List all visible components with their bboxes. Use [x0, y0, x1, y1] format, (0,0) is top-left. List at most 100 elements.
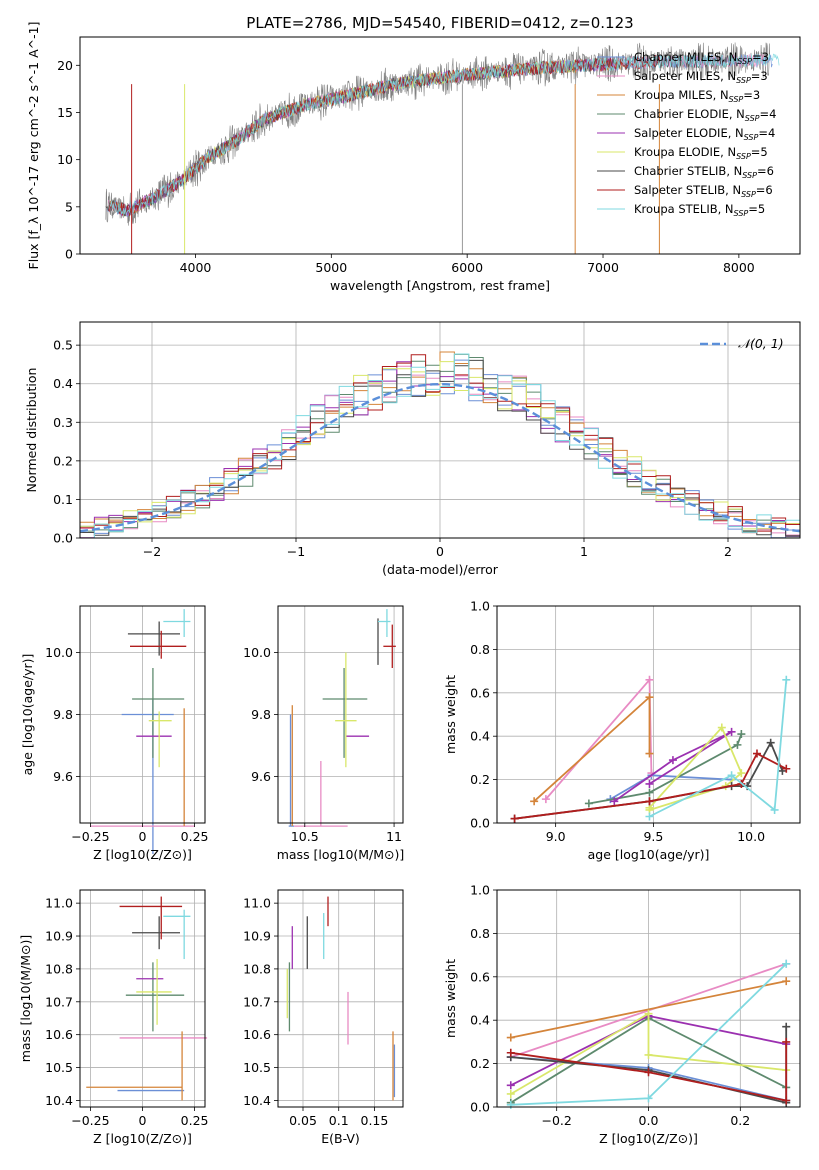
y-tick-label: 0.2 [53, 453, 73, 468]
legend-label-count: =5 [751, 145, 768, 159]
weight-marker [644, 1050, 653, 1059]
age-vs-mass-panel: 10.5 11 9.6 9.8 10.0 mass [log10(M/M⊙)] [243, 605, 404, 862]
residual-histogram [80, 359, 800, 537]
weight-marker [645, 779, 654, 788]
mass-vs-metallicity-panel: −0.25 0 0.25 10.4 10.5 10.6 10.7 10.8 10.9 11.0 Z … [18, 889, 209, 1146]
weight-marker [782, 675, 791, 684]
y-tick-label: 10.8 [45, 961, 73, 976]
x-axis-label: Z [log10(Z/Z⊙)] [93, 847, 192, 862]
x-tick-label: 9.0 [546, 829, 566, 844]
y-tick-label: 11.0 [243, 896, 271, 911]
legend-label: Kroupa STELIB, NSSP=5 [634, 202, 765, 218]
weight-marker [506, 1048, 515, 1057]
weight-marker [782, 1022, 791, 1031]
weight-marker [733, 740, 742, 749]
x-tick-label: 10.5 [291, 829, 319, 844]
y-tick-label: 9.6 [251, 769, 271, 784]
y-tick-label: 0.6 [470, 969, 490, 984]
weight-marker [584, 799, 593, 808]
residual-histogram [80, 353, 800, 539]
x-tick-label: −0.25 [71, 829, 109, 844]
y-tick-label: 0.1 [53, 492, 73, 507]
y-tick-label: 10.5 [243, 1060, 271, 1075]
legend-label-text: Salpeter STELIB, N [634, 183, 741, 197]
y-tick-label: 10 [57, 152, 73, 167]
legend-label-text: Salpeter ELODIE, N [634, 126, 744, 140]
normal-reference-curve [79, 382, 801, 533]
model-spectrum-line [109, 58, 624, 217]
legend-label: Kroupa MILES, NSSP=3 [634, 88, 760, 104]
legend-label-subscript: SSP [744, 133, 759, 142]
y-tick-label: 0.8 [470, 642, 490, 657]
y-tick-label: 9.8 [251, 707, 271, 722]
weight-marker [766, 738, 775, 747]
weight-marker [645, 749, 654, 758]
y-tick-label: 10.0 [45, 645, 73, 660]
legend-label: Kroupa ELODIE, NSSP=5 [634, 145, 768, 161]
weight-marker [727, 771, 736, 780]
y-tick-label: 10.6 [45, 1027, 73, 1042]
weight-series-line [648, 725, 743, 811]
legend-label-subscript: SSP [741, 190, 756, 199]
weight-vs-metallicity-panel: −0.2 0.0 0.2 0.0 0.2 0.4 0.6 0.8 1.0 Z [log10(Z/Z… [443, 883, 801, 1146]
weight-series-line [649, 679, 788, 818]
legend-label-text: Chabrier ELODIE, N [634, 107, 745, 121]
weight-marker [530, 797, 539, 806]
y-axis-label: mass [log10(M/M⊙)] [18, 935, 33, 1063]
y-tick-label: 10.6 [243, 1027, 271, 1042]
legend-label-text: Kroupa ELODIE, N [634, 145, 736, 159]
weight-series-line [510, 1012, 787, 1095]
y-tick-label: 0.2 [470, 772, 490, 787]
legend-label-count: =5 [748, 202, 765, 216]
weight-marker [770, 805, 779, 814]
legend-label-text: Chabrier STELIB, N [634, 164, 742, 178]
weight-vs-age-panel: 9.0 9.5 10.0 0.0 0.2 0.4 0.6 0.8 1.0 age [log10(a… [443, 599, 801, 862]
x-tick-label: 0.05 [289, 1113, 317, 1128]
x-tick-label: 7000 [587, 260, 619, 275]
weight-marker [717, 723, 726, 732]
y-tick-label: 1.0 [470, 883, 490, 898]
legend-label-subscript: SSP [729, 95, 744, 104]
weight-marker [727, 727, 736, 736]
legend-label: Salpeter ELODIE, NSSP=4 [634, 126, 775, 142]
legend-label: Salpeter MILES, NSSP=3 [634, 69, 768, 85]
weight-marker [541, 795, 550, 804]
weight-marker [645, 675, 654, 684]
y-tick-label: 10.7 [243, 994, 271, 1009]
weight-series-line [545, 677, 653, 800]
x-tick-label: 0.15 [361, 1113, 389, 1128]
x-tick-label: −1 [287, 544, 305, 559]
legend-label-count: =6 [756, 183, 773, 197]
x-tick-label: 0 [139, 1113, 147, 1128]
legend-label: Chabrier ELODIE, NSSP=4 [634, 107, 776, 123]
age-vs-metallicity-panel: −0.25 0 0.25 9.6 9.8 10.0 Z [log10(Z/Z⊙)] age [… [20, 605, 209, 862]
y-tick-label: 15 [57, 105, 73, 120]
y-tick-label: 1.0 [470, 599, 490, 614]
weight-series-line [510, 1041, 788, 1102]
x-axis-label: (data-model)/error [382, 562, 499, 577]
legend-label: 𝒩(0, 1) [738, 336, 784, 351]
legend-label: Chabrier STELIB, NSSP=6 [634, 164, 774, 180]
legend-label-count: =4 [760, 107, 777, 121]
y-tick-label: 0.8 [470, 926, 490, 941]
y-axis-label: mass weight [443, 959, 458, 1038]
x-tick-label: 0.0 [639, 1113, 659, 1128]
y-tick-label: 10.4 [243, 1093, 271, 1108]
weight-marker [782, 959, 791, 968]
y-tick-label: 0 [65, 247, 73, 262]
model-spectrum-line [184, 59, 577, 185]
y-axis-label: age [log10(age/yr)] [20, 654, 35, 776]
x-tick-label: 0.25 [181, 829, 209, 844]
y-tick-label: 10.9 [243, 929, 271, 944]
x-tick-label: 10.0 [737, 829, 765, 844]
legend-label-count: =3 [743, 88, 760, 102]
y-tick-label: 10.9 [45, 929, 73, 944]
x-axis-label: Z [log10(Z/Z⊙)] [93, 1131, 192, 1146]
y-axis-label: Flux [f_λ 10^-17 erg cm^-2 s^-1 A^-1] [26, 22, 41, 270]
axes-frame [79, 36, 801, 255]
x-tick-label: −0.2 [542, 1113, 572, 1128]
axes-frame [277, 889, 404, 1108]
legend-label-subscript: SSP [745, 114, 760, 123]
x-tick-label: 1 [580, 544, 588, 559]
x-tick-label: 0.1 [329, 1113, 349, 1128]
